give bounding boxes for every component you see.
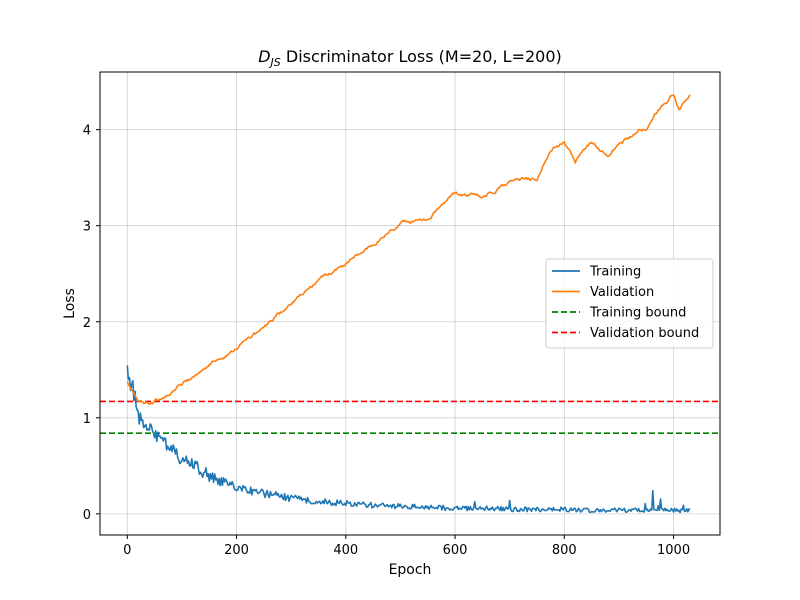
grid: [100, 72, 720, 535]
y-tick-label: 3: [83, 220, 91, 235]
x-tick-label: 400: [333, 543, 358, 558]
ticks: 0 200 400 600 800 1000 0 1 2 3 4: [83, 124, 690, 558]
title-subscript: JS: [269, 56, 281, 69]
legend-entry-training: Training: [552, 265, 641, 280]
y-tick-label: 1: [83, 412, 91, 427]
x-axis-label: Epoch: [389, 562, 432, 578]
x-tick-label: 1000: [657, 543, 690, 558]
y-tick-label: 0: [83, 508, 91, 523]
x-tick-label: 800: [552, 543, 577, 558]
legend-label: Validation bound: [590, 326, 699, 341]
legend-label: Training bound: [589, 306, 686, 321]
title-text: Discriminator Loss (M=20, L=200): [281, 47, 562, 66]
legend: Training Validation Training bound Validati…: [545, 258, 714, 349]
legend-label: Training: [589, 265, 641, 280]
x-tick-label: 200: [224, 543, 249, 558]
y-tick-label: 4: [83, 124, 91, 139]
axes-frame: [99, 71, 721, 536]
chart-title: DJS Discriminator Loss (M=20, L=200): [258, 47, 562, 69]
x-tick-label: 0: [123, 543, 131, 558]
title-symbol: D: [258, 47, 270, 66]
plot-area: [100, 94, 720, 514]
series-line-training: [126, 365, 691, 514]
legend-entry-validation-bound: Validation bound: [552, 326, 699, 341]
y-axis-label: Loss: [62, 288, 78, 319]
series-line-validation: [126, 94, 691, 405]
legend-entry-training-bound: Training bound: [552, 306, 686, 321]
y-tick-label: 2: [83, 316, 91, 331]
legend-label: Validation: [590, 285, 654, 300]
x-tick-label: 600: [443, 543, 468, 558]
legend-box: [545, 258, 714, 349]
legend-entry-validation: Validation: [552, 285, 654, 300]
